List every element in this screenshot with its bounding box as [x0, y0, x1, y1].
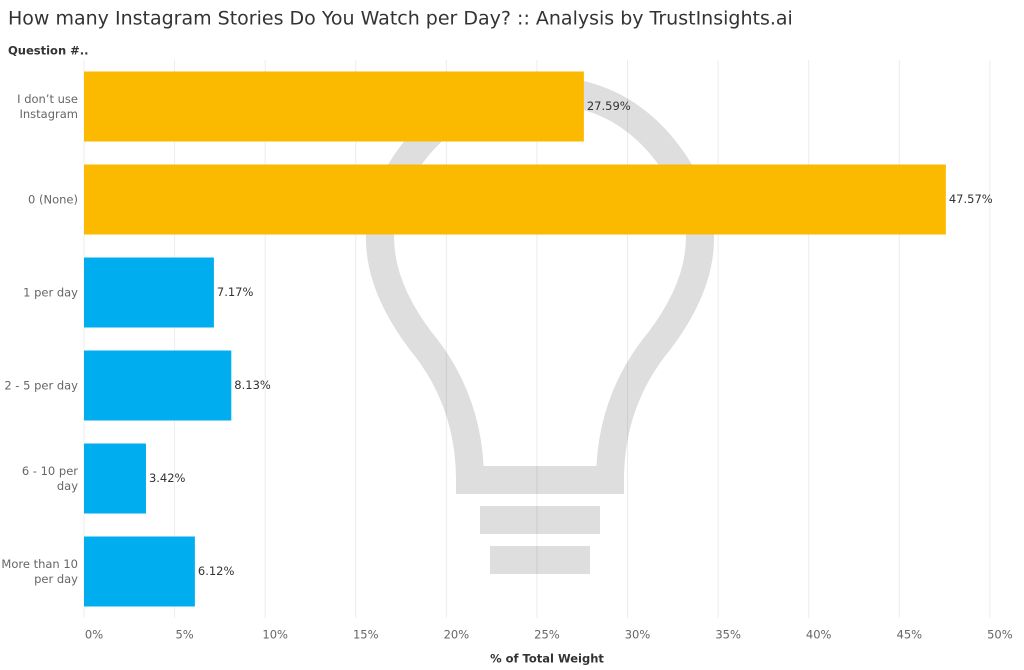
watermark [366, 75, 714, 574]
x-tick-label: 30% [625, 628, 651, 642]
y-tick-label: 0 (None) [28, 192, 78, 206]
bar [84, 536, 195, 607]
x-tick-label: 25% [534, 628, 560, 642]
x-tick-label: 45% [897, 628, 923, 642]
chart-title: How many Instagram Stories Do You Watch … [8, 8, 793, 30]
x-tick-label: 35% [715, 628, 741, 642]
bar [84, 257, 214, 328]
x-tick-label: 40% [806, 628, 832, 642]
x-tick-label: 10% [262, 628, 288, 642]
bar [84, 443, 146, 514]
bar [84, 350, 232, 421]
y-tick-label: 2 - 5 per day [4, 378, 78, 392]
y-axis-header: Question #.. [8, 44, 89, 58]
value-label: 6.12% [198, 564, 235, 578]
grid [83, 60, 991, 618]
value-label: 47.57% [949, 192, 993, 206]
x-tick-label: 0% [85, 628, 103, 642]
bar [84, 164, 946, 235]
x-tick-label: 20% [444, 628, 470, 642]
y-tick-label: I don’t use Instagram [17, 91, 78, 121]
y-tick-label: 6 - 10 per day [21, 463, 78, 493]
value-label: 27.59% [587, 99, 631, 113]
x-axis-label: % of Total Weight [490, 652, 604, 666]
x-tick-label: 15% [353, 628, 379, 642]
y-tick-label: 1 per day [23, 285, 78, 299]
value-label: 7.17% [217, 285, 254, 299]
bar [84, 71, 584, 142]
x-tick-label: 50% [987, 628, 1013, 642]
x-tick-label: 5% [175, 628, 193, 642]
value-label: 3.42% [149, 471, 186, 485]
y-tick-label: More than 10 per day [1, 556, 78, 586]
value-label: 8.13% [234, 378, 271, 392]
